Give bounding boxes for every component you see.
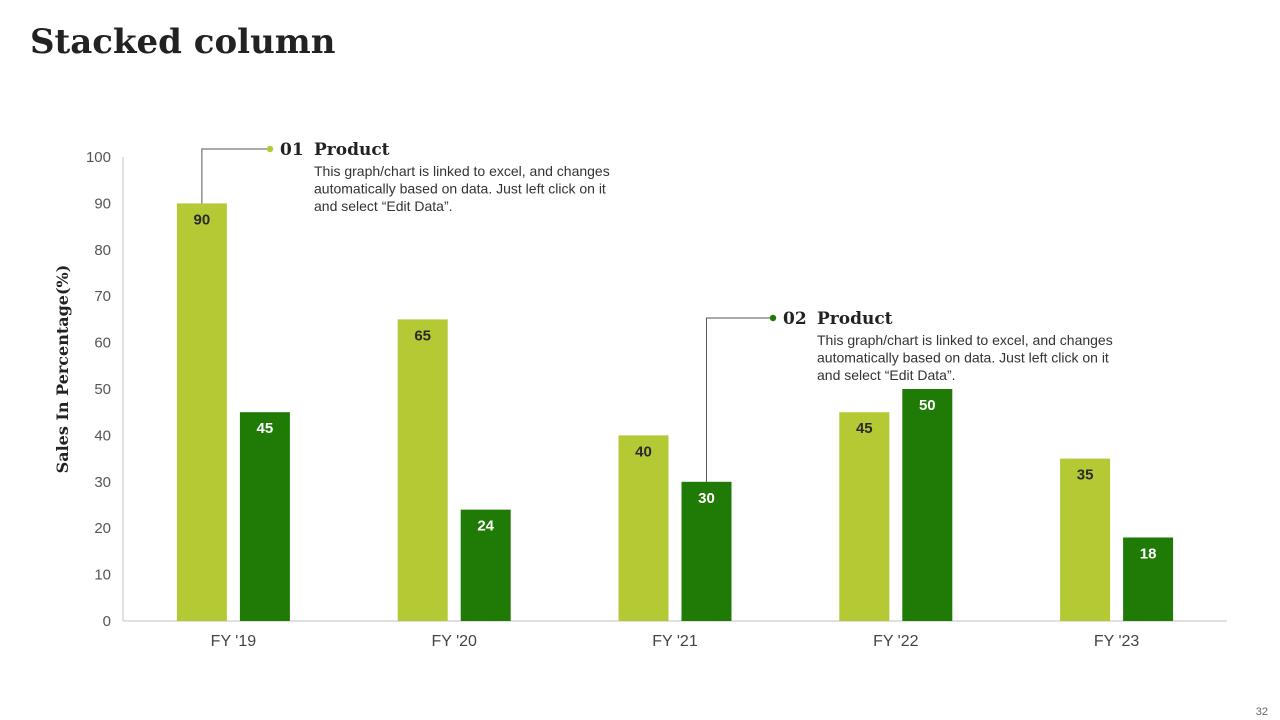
callout-connector	[201, 148, 270, 204]
y-axis-title: Sales In Percentage(%)	[53, 265, 72, 474]
y-tick-label: 70	[94, 288, 111, 305]
callout-description-line: and select “Edit Data”.	[817, 367, 956, 383]
y-tick-label: 90	[94, 195, 111, 212]
bar-product-01	[839, 412, 890, 621]
x-tick-label: FY '22	[873, 633, 919, 650]
bar-product-02	[239, 412, 290, 621]
y-tick-label: 0	[103, 613, 111, 630]
bar-product-02	[681, 481, 732, 621]
y-tick-label: 40	[94, 427, 111, 444]
callout-dot	[266, 145, 274, 153]
bar-data-label: 45	[257, 420, 274, 437]
bar-data-label: 24	[477, 518, 494, 535]
y-tick-label: 50	[94, 381, 111, 398]
bar-data-label: 90	[194, 211, 211, 228]
bar-data-label: 45	[856, 420, 873, 437]
callout-dot	[769, 314, 777, 322]
x-tick-label: FY '23	[1094, 633, 1140, 650]
bar-data-label: 35	[1077, 467, 1094, 484]
bar-data-label: 50	[919, 397, 936, 414]
bar-data-label: 30	[698, 490, 715, 507]
bar-data-label: 40	[635, 443, 652, 460]
callout-connector	[706, 317, 773, 482]
callout-description-line: This graph/chart is linked to excel, and…	[817, 332, 1113, 348]
callout-description-line: automatically based on data. Just left c…	[314, 181, 606, 197]
y-tick-label: 20	[94, 520, 111, 537]
bar-product-01	[176, 203, 227, 621]
callout-description-line: This graph/chart is linked to excel, and…	[314, 163, 610, 179]
bar-product-02	[902, 389, 953, 621]
callout-description-line: automatically based on data. Just left c…	[817, 350, 1109, 366]
x-tick-label: FY '21	[652, 633, 698, 650]
y-tick-label: 30	[94, 474, 111, 491]
page-number: 32	[1255, 706, 1268, 718]
slide-title: Stacked column	[30, 22, 336, 62]
x-tick-label: FY '19	[211, 633, 257, 650]
y-tick-label: 100	[86, 149, 111, 166]
callout-number: 02	[783, 309, 807, 329]
y-tick-label: 10	[94, 567, 111, 584]
bar-product-01	[618, 435, 669, 621]
bar-product-02	[1123, 537, 1174, 621]
callout-description-line: and select “Edit Data”.	[314, 198, 453, 214]
x-tick-label: FY '20	[431, 633, 477, 650]
callout-title: Product	[817, 309, 893, 329]
bar-data-label: 65	[414, 327, 431, 344]
y-tick-label: 60	[94, 335, 111, 352]
bar-data-label: 18	[1140, 545, 1157, 562]
y-tick-label: 80	[94, 242, 111, 259]
bar-product-01	[1060, 458, 1111, 621]
bar-product-01	[397, 319, 448, 621]
callout-title: Product	[314, 140, 390, 160]
bar-product-02	[460, 509, 511, 621]
callout-number: 01	[280, 140, 304, 160]
